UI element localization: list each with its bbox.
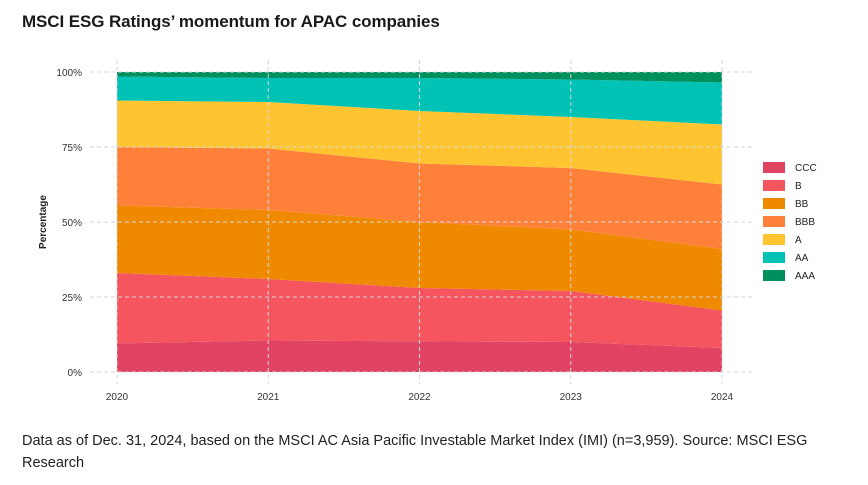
legend-swatch: [763, 234, 785, 245]
y-axis-label: Percentage: [38, 195, 49, 249]
y-tick-label: 0%: [68, 368, 83, 379]
legend-label: BBB: [795, 217, 815, 228]
legend-label: AA: [795, 253, 809, 264]
legend-item-bb: BB: [763, 198, 809, 210]
y-tick-label: 50%: [62, 218, 82, 229]
legend-item-bbb: BBB: [763, 216, 815, 228]
legend-item-aaa: AAA: [763, 270, 815, 282]
legend-label: BB: [795, 199, 809, 210]
legend-item-aa: AA: [763, 252, 809, 264]
legend-swatch: [763, 180, 785, 191]
x-tick-label: 2021: [257, 392, 280, 403]
legend-swatch: [763, 252, 785, 263]
stacked-area-chart: 0% 25% 50% 75% 100% 2020 2021 2022 2023 2024 Per…: [38, 60, 817, 403]
legend-swatch: [763, 270, 785, 281]
legend-item-ccc: CCC: [763, 162, 817, 174]
area-a: [117, 100, 722, 185]
x-tick-label: 2020: [106, 392, 129, 403]
x-axis-ticks: 2020 2021 2022 2023 2024: [106, 392, 734, 403]
chart-footnote: Data as of Dec. 31, 2024, based on the M…: [22, 433, 808, 471]
legend-label: A: [795, 235, 802, 246]
legend-label: B: [795, 181, 802, 192]
legend-swatch: [763, 162, 785, 173]
y-tick-label: 25%: [62, 293, 82, 304]
legend-label: CCC: [795, 163, 817, 174]
legend-item-a: A: [763, 234, 802, 246]
x-tick-label: 2024: [711, 392, 734, 403]
legend-swatch: [763, 216, 785, 227]
x-tick-label: 2022: [408, 392, 431, 403]
legend-item-b: B: [763, 180, 802, 192]
legend-label: AAA: [795, 271, 815, 282]
y-tick-label: 75%: [62, 143, 82, 154]
chart-title: MSCI ESG Ratings’ momentum for APAC comp…: [22, 12, 440, 31]
y-tick-label: 100%: [56, 68, 82, 79]
y-axis-ticks: 0% 25% 50% 75% 100%: [56, 68, 82, 379]
x-tick-label: 2023: [560, 392, 583, 403]
gridlines: [90, 60, 752, 384]
legend-swatch: [763, 198, 785, 209]
